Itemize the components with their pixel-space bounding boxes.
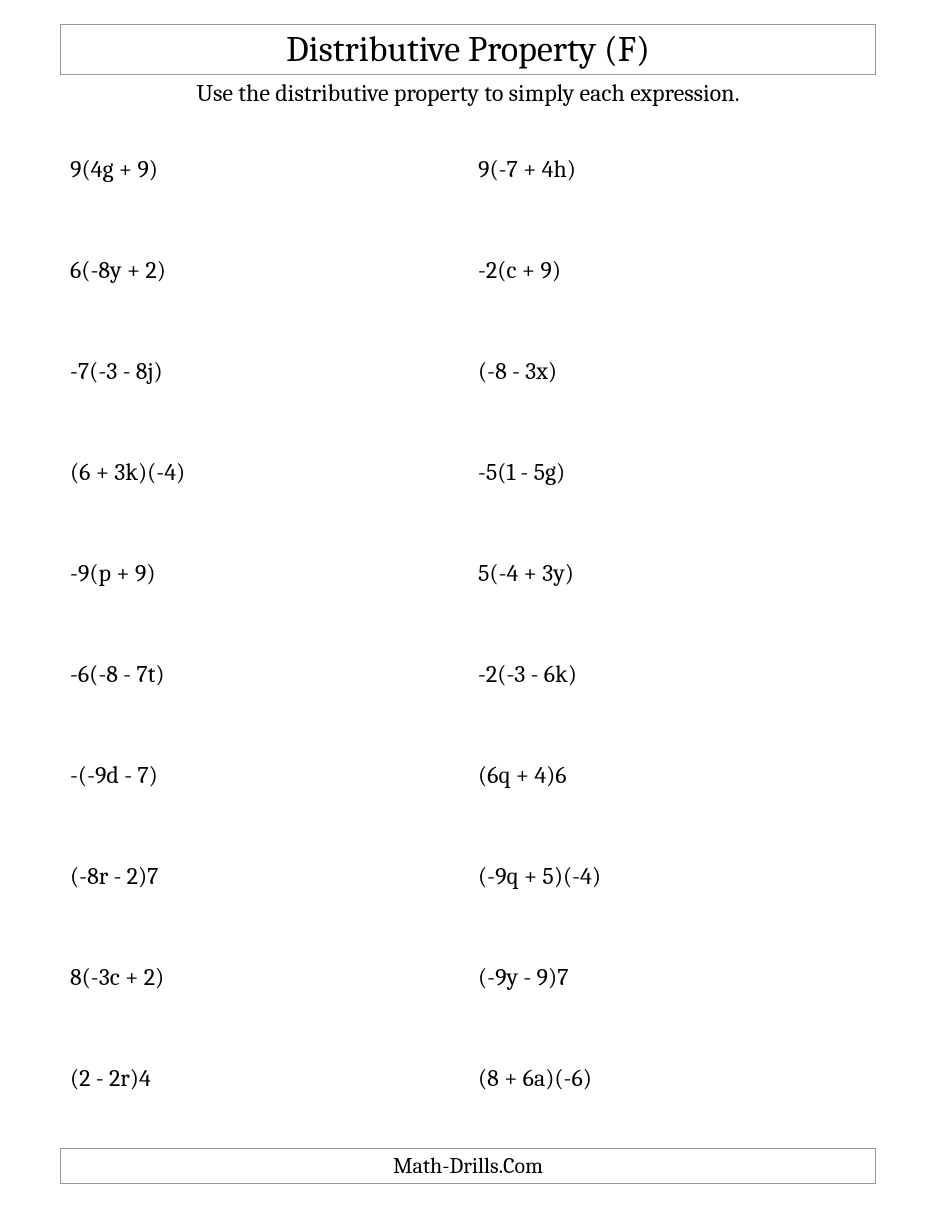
problem-item: 9(-7 + 4h) [478,155,866,183]
problem-item: (6q + 4)6 [478,761,866,789]
problem-item: 8(-3c + 2) [70,963,458,991]
title-box: Distributive Property (F) [60,24,876,75]
problem-item: (2 - 2r)4 [70,1064,458,1092]
problem-item: -2(c + 9) [478,256,866,284]
problem-item: (-9q + 5)(-4) [478,862,866,890]
worksheet-instructions: Use the distributive property to simply … [60,79,876,107]
problem-item: 6(-8y + 2) [70,256,458,284]
problem-item: (-8r - 2)7 [70,862,458,890]
problem-item: -9(p + 9) [70,559,458,587]
problem-item: (-8 - 3x) [478,357,866,385]
problem-item: 5(-4 + 3y) [478,559,866,587]
problem-item: (6 + 3k)(-4) [70,458,458,486]
problem-item: 9(4g + 9) [70,155,458,183]
problem-item: (8 + 6a)(-6) [478,1064,866,1092]
problem-item: -2(-3 - 6k) [478,660,866,688]
problem-item: (-9y - 9)7 [478,963,866,991]
problem-item: -5(1 - 5g) [478,458,866,486]
problems-grid: 9(4g + 9) 9(-7 + 4h) 6(-8y + 2) -2(c + 9… [60,155,876,1092]
footer-box: Math-Drills.Com [60,1148,876,1184]
problem-item: -7(-3 - 8j) [70,357,458,385]
worksheet-title: Distributive Property (F) [61,29,875,70]
problem-item: -6(-8 - 7t) [70,660,458,688]
problem-item: -(-9d - 7) [70,761,458,789]
worksheet-footer: Math-Drills.Com [61,1153,875,1179]
